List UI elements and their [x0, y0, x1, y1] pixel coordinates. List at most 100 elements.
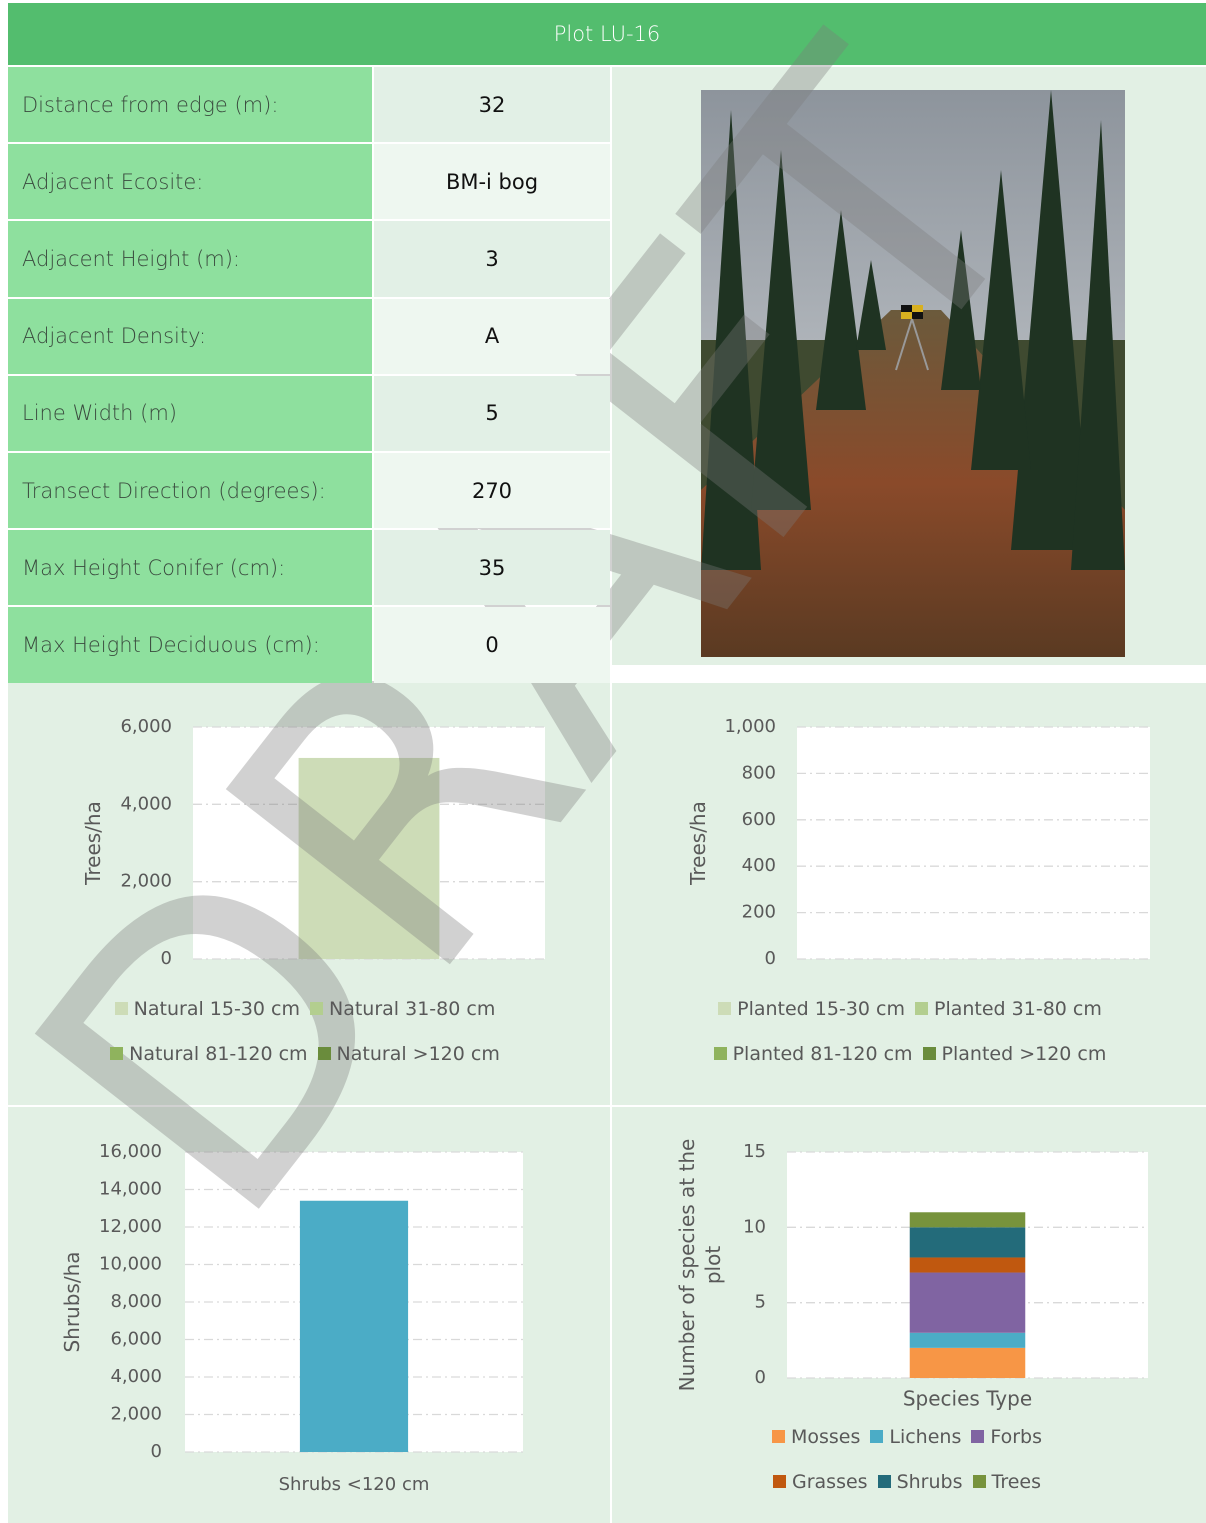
field-label: Adjacent Density:: [8, 298, 372, 374]
y-tick-label: 14,000: [99, 1179, 162, 1200]
y-tick-label: 16,000: [99, 1141, 162, 1162]
field-label: Transect Direction (degrees):: [8, 453, 372, 529]
field-label: Max Height Conifer (cm):: [8, 530, 372, 606]
y-tick-label: 800: [742, 762, 776, 783]
legend-item: Natural 15-30 cm: [114, 996, 300, 1021]
y-axis-label: Trees/ha: [81, 801, 105, 885]
field-label: Adjacent Ecosite:: [8, 144, 372, 220]
legend-swatch: [110, 1047, 124, 1060]
field-value: 35: [374, 530, 610, 606]
legend-swatch: [773, 1475, 786, 1488]
field-value: A: [374, 298, 610, 374]
legend-swatch: [877, 1475, 891, 1488]
field-value: 5: [374, 375, 610, 451]
legend-item: Natural 81-120 cm: [110, 1041, 308, 1066]
legend-swatch: [317, 1047, 331, 1060]
legend-item: Lichens: [870, 1424, 961, 1449]
legend-label: Planted 81-120 cm: [732, 1042, 913, 1065]
legend-label: Shrubs: [896, 1470, 963, 1493]
y-axis-label: Shrubs/ha: [60, 1251, 84, 1353]
legend-swatch: [870, 1430, 884, 1443]
legend-item: Mosses: [771, 1424, 861, 1449]
bar: [909, 1272, 1026, 1333]
legend-label: Lichens: [889, 1425, 962, 1448]
legend-label: Forbs: [990, 1425, 1043, 1448]
legend-label: Planted 31-80 cm: [934, 997, 1102, 1020]
bar: [299, 1200, 409, 1452]
field-label: Distance from edge (m):: [8, 67, 372, 143]
field-value: BM-i bog: [374, 144, 610, 220]
legend-label: Natural 15-30 cm: [133, 997, 300, 1020]
legend-item: Planted 31-80 cm: [915, 996, 1102, 1021]
y-tick-label: 0: [755, 1367, 766, 1388]
bar: [909, 1332, 1026, 1348]
plot-title: Plot LU-16: [8, 3, 1206, 65]
plot-area: [797, 727, 1150, 959]
plot-photo: [701, 90, 1125, 657]
legend-item: Grasses: [773, 1469, 868, 1494]
x-tick-label: Species Type: [903, 1387, 1032, 1411]
legend-label: Natural 31-80 cm: [329, 997, 496, 1020]
x-tick-label: Shrubs <120 cm: [279, 1474, 430, 1495]
y-tick-label: 600: [742, 809, 776, 830]
legend-item: Natural 31-80 cm: [310, 996, 495, 1021]
y-tick-label: 0: [161, 948, 172, 969]
field-label: Line Width (m): [8, 375, 372, 451]
field-value: 32: [374, 67, 610, 143]
legend-item: Trees: [972, 1469, 1042, 1494]
field-label: Adjacent Height (m):: [8, 221, 372, 297]
legend-label: Grasses: [792, 1470, 868, 1493]
legend-swatch: [718, 1002, 732, 1015]
legend-label: Planted >120 cm: [941, 1042, 1107, 1065]
legend: Mosses Lichens Forbs Grasses Shrubs Trees: [757, 1424, 1057, 1494]
legend-swatch: [972, 1475, 986, 1488]
y-tick-label: 0: [765, 948, 776, 969]
bar: [298, 757, 440, 959]
y-tick-label: 0: [151, 1441, 162, 1462]
y-tick-label: 15: [743, 1141, 766, 1162]
bar: [909, 1212, 1026, 1228]
y-tick-label: 2,000: [110, 1404, 162, 1425]
legend-swatch: [310, 1002, 323, 1015]
legend-swatch: [915, 1002, 928, 1015]
legend-item: Planted >120 cm: [922, 1041, 1107, 1066]
bar: [909, 1227, 1026, 1258]
legend-label: Mosses: [790, 1425, 861, 1448]
y-tick-label: 8,000: [110, 1291, 162, 1312]
legend-label: Planted 15-30 cm: [737, 997, 905, 1020]
legend-swatch: [713, 1047, 727, 1060]
y-tick-label: 2,000: [120, 871, 172, 892]
y-axis-label: Trees/ha: [686, 801, 710, 885]
legend-label: Natural 81-120 cm: [129, 1042, 308, 1065]
y-tick-label: 12,000: [99, 1216, 162, 1237]
y-tick-label: 4,000: [120, 793, 172, 814]
y-axis-label: Number of species at the plot: [675, 1138, 725, 1392]
y-tick-label: 6,000: [110, 1329, 162, 1350]
legend-item: Shrubs: [877, 1469, 963, 1494]
y-tick-label: 4,000: [110, 1366, 162, 1387]
legend-swatch: [971, 1430, 985, 1443]
bar: [909, 1257, 1026, 1273]
legend-label: Natural >120 cm: [336, 1042, 500, 1065]
field-value: 3: [374, 221, 610, 297]
legend: Planted 15-30 cm Planted 31-80 cm Planted …: [700, 996, 1120, 1066]
legend-swatch: [114, 1002, 128, 1015]
y-tick-label: 6,000: [120, 716, 172, 737]
y-tick-label: 10: [743, 1216, 766, 1237]
legend-swatch: [771, 1430, 785, 1443]
field-value: 0: [374, 607, 610, 683]
legend: Natural 15-30 cm Natural 31-80 cm Natural …: [95, 996, 515, 1066]
legend-item: Natural >120 cm: [317, 1041, 500, 1066]
y-tick-label: 400: [742, 855, 776, 876]
y-tick-label: 1,000: [724, 716, 776, 737]
field-label: Max Height Deciduous (cm):: [8, 607, 372, 683]
table-divider: [372, 67, 374, 681]
legend-label: Trees: [991, 1470, 1042, 1493]
legend-swatch: [922, 1047, 936, 1060]
legend-item: Planted 81-120 cm: [713, 1041, 913, 1066]
field-value: 270: [374, 453, 610, 529]
y-tick-label: 200: [742, 902, 776, 923]
legend-item: Planted 15-30 cm: [718, 996, 905, 1021]
bar: [909, 1347, 1026, 1378]
